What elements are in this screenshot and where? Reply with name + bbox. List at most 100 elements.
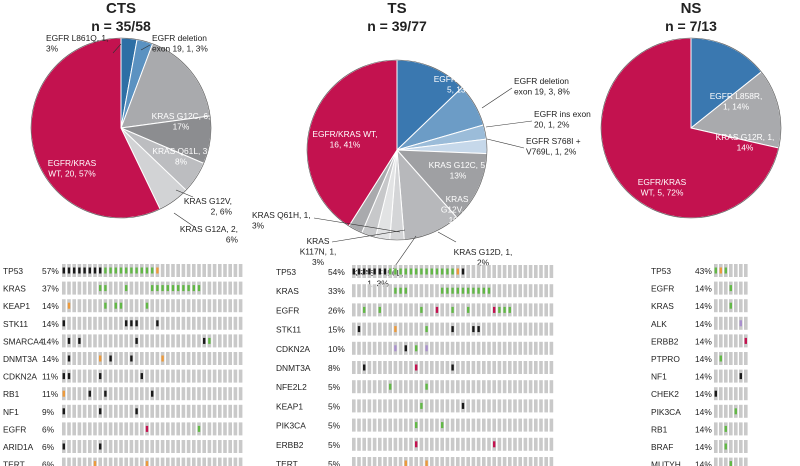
- heatmap-cell: [398, 399, 403, 413]
- heatmap-cell: [171, 387, 175, 401]
- heatmap-cell: [508, 361, 512, 374]
- mutation-mark: [203, 337, 206, 344]
- heatmap-cell: [166, 352, 170, 365]
- heatmap-cell: [739, 457, 743, 466]
- heatmap-cell: [145, 352, 149, 365]
- heatmap-cell: [404, 437, 408, 451]
- heatmap-cell: [378, 457, 382, 466]
- heatmap-cell: [508, 399, 512, 413]
- heatmap-cell: [124, 334, 128, 348]
- heatmap-cell: [88, 334, 92, 348]
- heatmap-cell: [388, 437, 392, 451]
- heatmap-cell: [114, 334, 118, 348]
- mutation-mark: [461, 402, 465, 409]
- heatmap-cell: [140, 440, 144, 453]
- heatmap-cell: [186, 264, 191, 277]
- heatmap-cell: [119, 387, 123, 401]
- slice-label-line: 6%: [226, 235, 239, 245]
- mutation-mark: [182, 285, 185, 292]
- heatmap-cell: [197, 387, 201, 401]
- heatmap-cell: [430, 437, 434, 451]
- heatmap-cell: [508, 265, 512, 278]
- heatmap-cell: [140, 422, 144, 436]
- heatmap-cell: [378, 284, 382, 298]
- heatmap-cell: [72, 404, 76, 418]
- heatmap-cell: [544, 437, 548, 451]
- mutation-mark: [456, 268, 459, 275]
- heatmap-cell: [67, 387, 71, 401]
- heatmap-cell: [103, 352, 108, 365]
- heatmap-cell: [192, 264, 196, 277]
- heatmap-cell: [409, 437, 413, 451]
- mutation-mark: [383, 268, 387, 275]
- heatmap-cell: [440, 437, 444, 451]
- heatmap-cell: [88, 369, 92, 383]
- mutation-mark: [104, 390, 107, 397]
- mutation-mark: [739, 320, 742, 327]
- heatmap-cell: [202, 316, 206, 330]
- heatmap-cell: [218, 404, 222, 418]
- heatmap-cell: [362, 418, 366, 432]
- mutation-mark: [729, 461, 732, 466]
- gene-percent: 26%: [328, 305, 345, 315]
- heatmap-cell: [166, 422, 170, 436]
- heatmap-cell: [456, 322, 460, 336]
- gene-percent: 11%: [42, 372, 59, 382]
- heatmap-cell: [62, 352, 66, 365]
- heatmap-cell: [378, 322, 382, 336]
- heatmap-cell: [528, 437, 533, 451]
- heatmap-cell: [518, 418, 522, 432]
- heatmap-ts: TP53 54% KRAS 33% EGFR 26% STK11 15% CDKN2A 10% DN…: [276, 265, 554, 466]
- heatmap-cell: [456, 437, 460, 451]
- heatmap-cell: [534, 341, 538, 355]
- heatmap-cell: [523, 361, 528, 374]
- mutation-mark: [729, 302, 732, 309]
- mutation-mark: [357, 268, 361, 275]
- slice-label: EGFR/KRAS WT, 5, 72%: [638, 177, 687, 198]
- mutation-mark: [166, 285, 169, 292]
- heatmap-cell: [513, 437, 517, 451]
- heatmap-cell: [108, 440, 113, 453]
- mutation-mark: [197, 425, 201, 432]
- heatmap-cell: [140, 387, 144, 401]
- slice-label-line: EGFR/KRAS: [638, 177, 687, 187]
- heatmap-cell: [362, 399, 366, 413]
- heatmap-cell: [357, 284, 361, 298]
- mutation-mark: [177, 285, 180, 292]
- heatmap-cell: [502, 361, 507, 374]
- gene-percent: 54%: [328, 267, 345, 277]
- heatmap-cell: [476, 457, 481, 466]
- heatmap-cell: [88, 352, 92, 365]
- heatmap-cell: [523, 437, 528, 451]
- heatmap-cell: [367, 418, 372, 432]
- heatmap-cell: [734, 422, 738, 436]
- mutation-mark: [451, 306, 454, 313]
- heatmap-cell: [72, 369, 76, 383]
- heatmap-cell: [82, 352, 87, 365]
- heatmap-cell: [155, 422, 160, 436]
- heatmap-cell: [134, 369, 139, 383]
- gene-percent: 33%: [328, 286, 345, 296]
- heatmap-cell: [129, 387, 134, 401]
- heatmap-cell: [744, 404, 748, 418]
- mutation-mark: [145, 425, 149, 432]
- heatmap-cell: [523, 322, 528, 336]
- heatmap-cell: [124, 422, 128, 436]
- heatmap-cell: [513, 303, 517, 317]
- gene-label: ERBB2: [276, 440, 304, 450]
- heatmap-cell: [383, 303, 387, 317]
- heatmap-cell: [482, 303, 486, 317]
- heatmap-cell: [212, 281, 217, 295]
- heatmap-cell: [409, 457, 413, 466]
- heatmap-cell: [729, 316, 733, 330]
- heatmap-cell: [398, 380, 403, 394]
- heatmap-cell: [487, 341, 491, 355]
- heatmap-cell: [419, 457, 424, 466]
- heatmap-cell: [228, 422, 232, 436]
- heatmap-cell: [393, 437, 398, 451]
- heatmap-cell: [108, 422, 113, 436]
- heatmap-cell: [67, 422, 71, 436]
- heatmap-cell: [744, 369, 748, 383]
- mutation-mark: [451, 364, 454, 371]
